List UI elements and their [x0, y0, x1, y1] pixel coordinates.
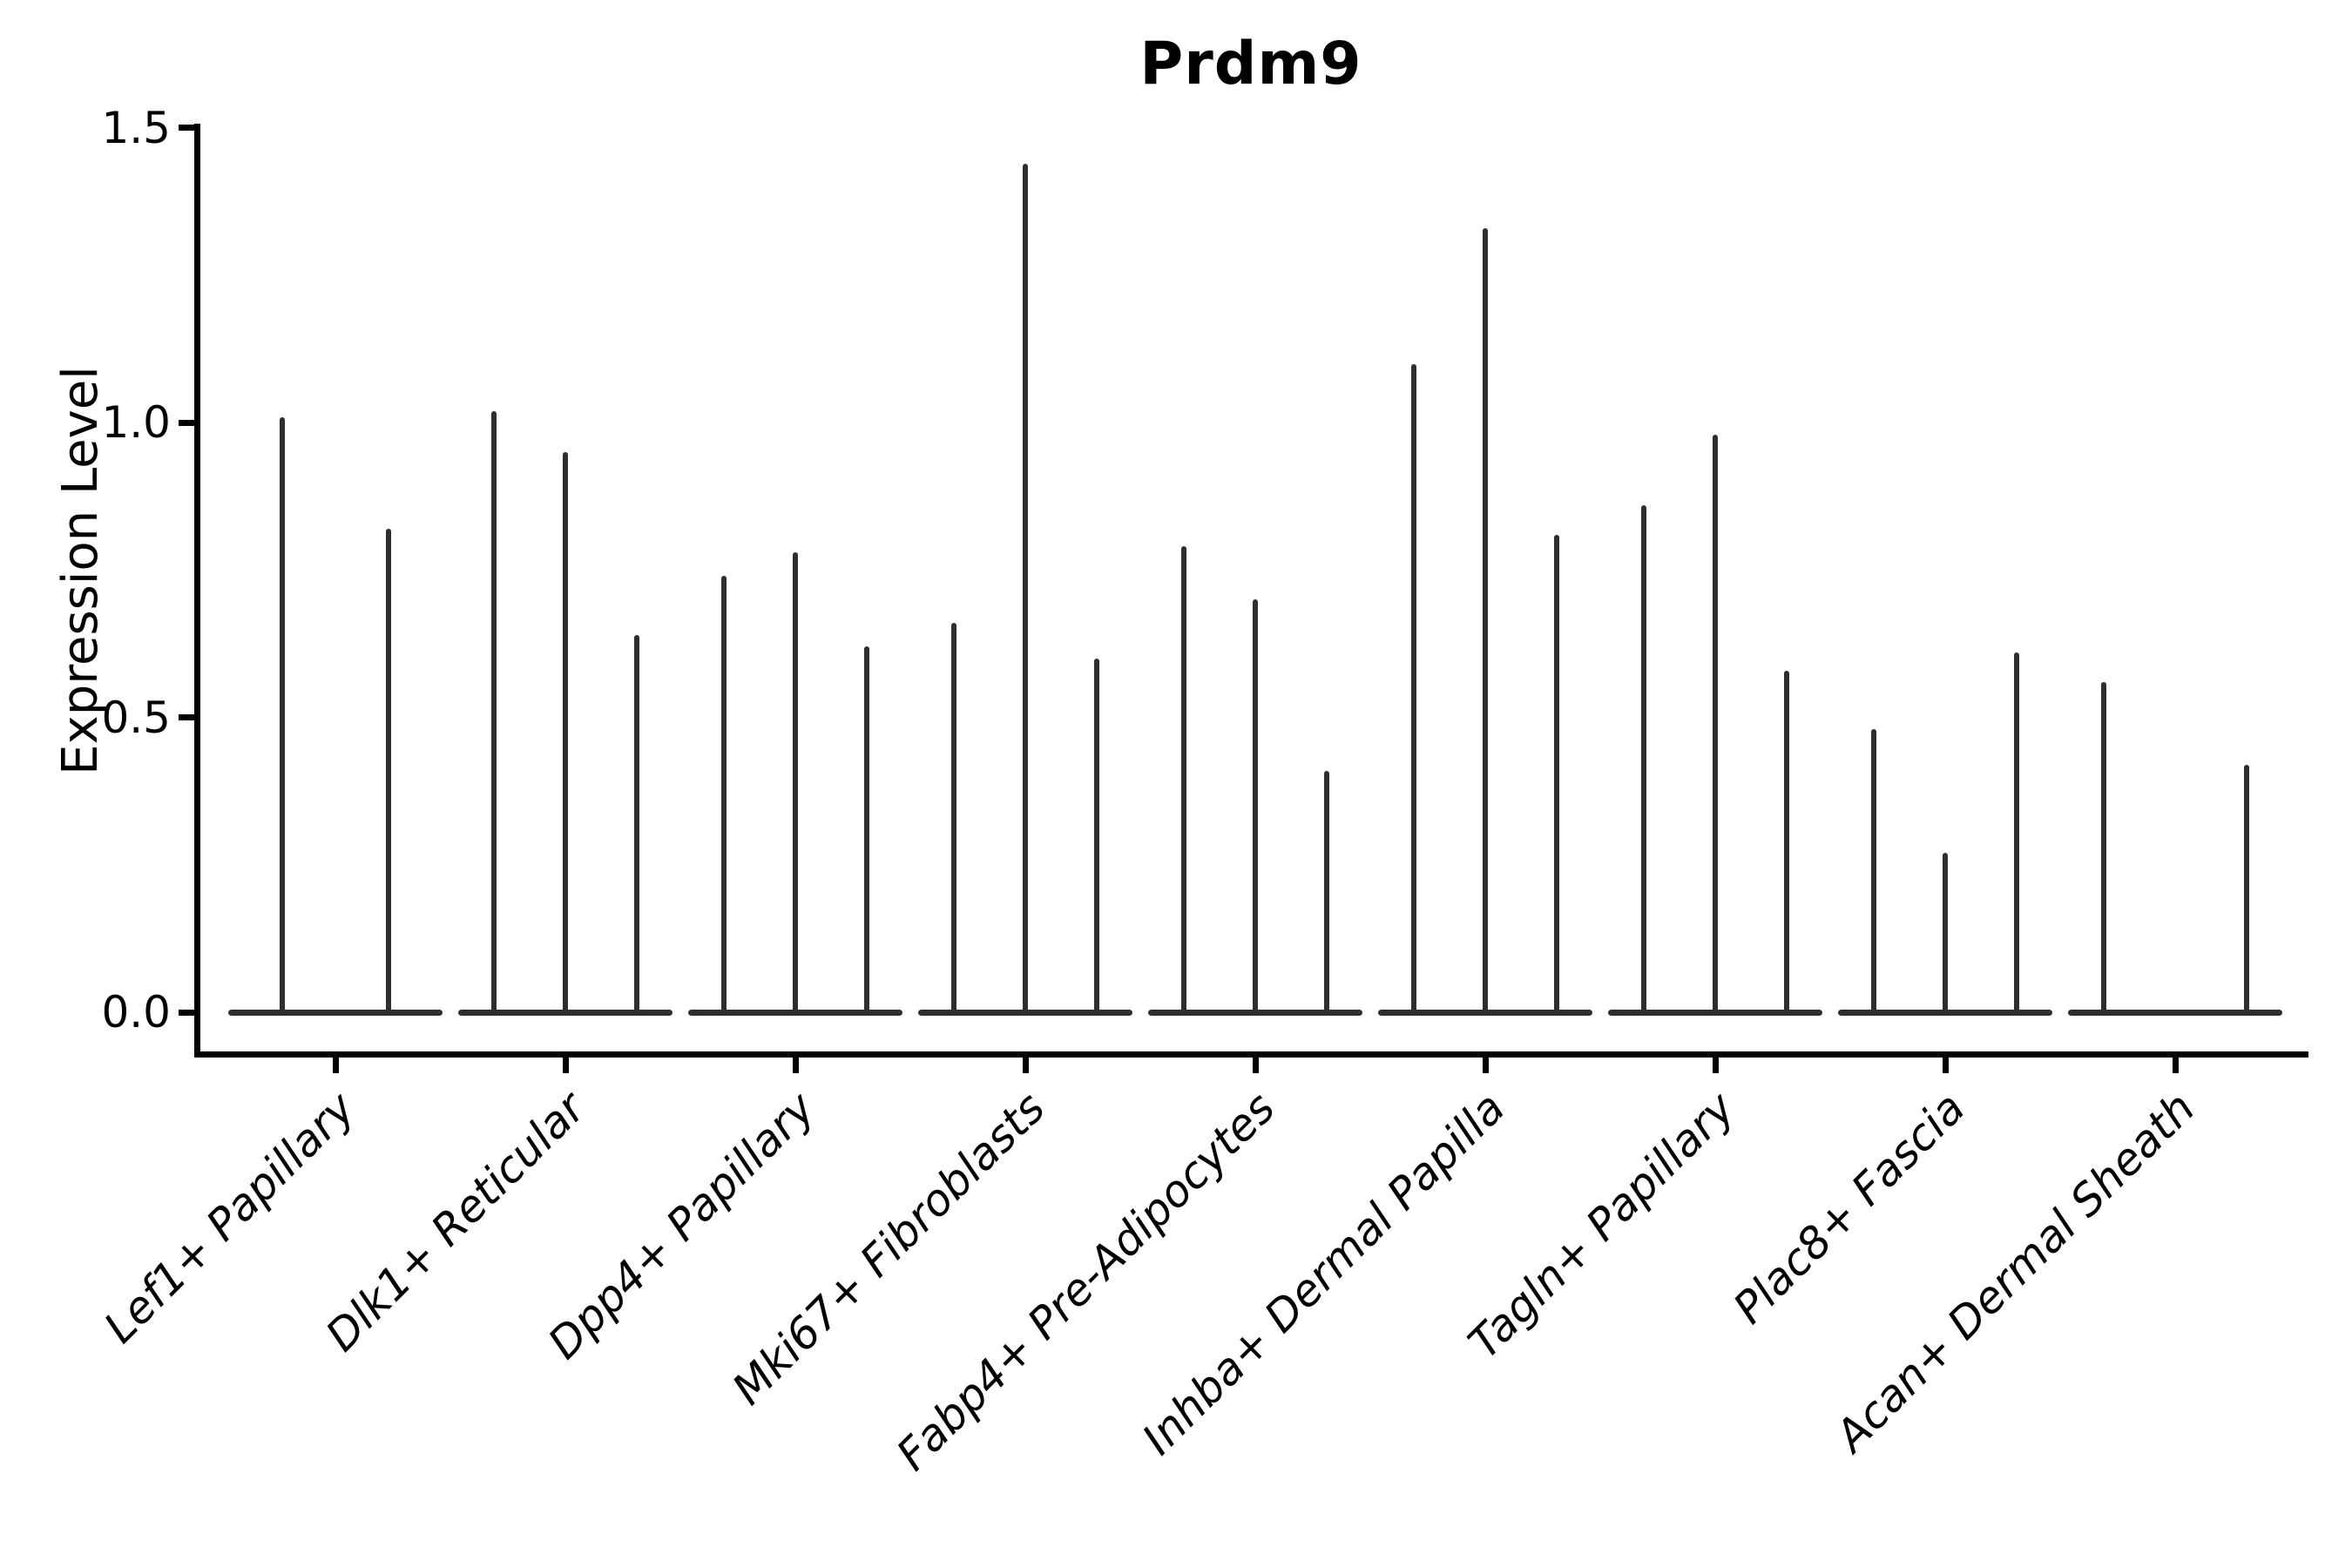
violin-spike [1713, 434, 1718, 1016]
x-tick-mark [1252, 1058, 1259, 1073]
x-tick-mark [332, 1058, 339, 1073]
y-tick-label: 0.0 [101, 987, 171, 1037]
violin-spike [2014, 652, 2019, 1016]
violin-spike [1784, 670, 1789, 1016]
x-tick-mark [2172, 1058, 2179, 1073]
y-tick-label: 0.5 [101, 692, 171, 743]
x-tick-label: Acan+ Dermal Sheath [1825, 1082, 2205, 1462]
x-tick-mark [1022, 1058, 1029, 1073]
violin-spike [1483, 228, 1488, 1016]
violin-spike [2101, 682, 2106, 1016]
violin-spike [563, 452, 568, 1016]
violin-spike [1094, 659, 1099, 1016]
x-tick-label: Dlk1+ Reticular [315, 1082, 595, 1362]
x-tick-mark [1712, 1058, 1719, 1073]
y-tick-mark [179, 1009, 194, 1016]
violin-spike [951, 623, 956, 1016]
violin-spike [386, 529, 391, 1016]
x-tick-label: Mki67+ Fibroblasts [722, 1082, 1055, 1415]
violin-spike [634, 634, 639, 1016]
y-axis-label: Expression Level [52, 366, 109, 775]
x-tick-label: Plac8+ Fascia [1723, 1082, 1975, 1334]
x-axis-bottom-spine [194, 1051, 2308, 1058]
x-tick-label: Dpp4+ Papillary [538, 1082, 825, 1369]
violin-spike [864, 646, 869, 1016]
y-tick-label: 1.5 [101, 102, 171, 153]
violin-spike [1023, 163, 1028, 1016]
violin-spike [793, 552, 798, 1016]
x-tick-mark [792, 1058, 799, 1073]
y-tick-mark [179, 125, 194, 132]
violin-spike [1871, 729, 1876, 1016]
violin-spike [721, 576, 727, 1016]
y-tick-mark [179, 714, 194, 721]
violin-spike [1943, 853, 1948, 1016]
violin-spike [1554, 534, 1559, 1016]
x-tick-label: Fabp4+ Pre-Adipocytes [887, 1082, 1285, 1481]
violin-spike [1253, 599, 1258, 1016]
y-tick-label: 1.0 [101, 397, 171, 449]
violin-spike [1641, 505, 1646, 1016]
chart-title: Prdm9 [1139, 30, 1362, 98]
x-tick-mark [1942, 1058, 1949, 1073]
violin-base [228, 1010, 443, 1016]
violin-base [2068, 1010, 2282, 1016]
violin-spike [1324, 770, 1329, 1016]
x-tick-mark [562, 1058, 569, 1073]
y-tick-mark [179, 419, 194, 426]
violin-spike [491, 410, 497, 1016]
violin-spike [1181, 546, 1186, 1016]
x-tick-mark [1482, 1058, 1489, 1073]
y-axis-left-spine [194, 124, 200, 1058]
violin-spike [2244, 764, 2249, 1016]
x-tick-label: Inhba+ Dermal Papilla [1132, 1082, 1515, 1465]
x-tick-label: Tagln+ Papillary [1458, 1082, 1745, 1369]
violin-spike [280, 416, 285, 1016]
violin-spike [1411, 363, 1416, 1016]
